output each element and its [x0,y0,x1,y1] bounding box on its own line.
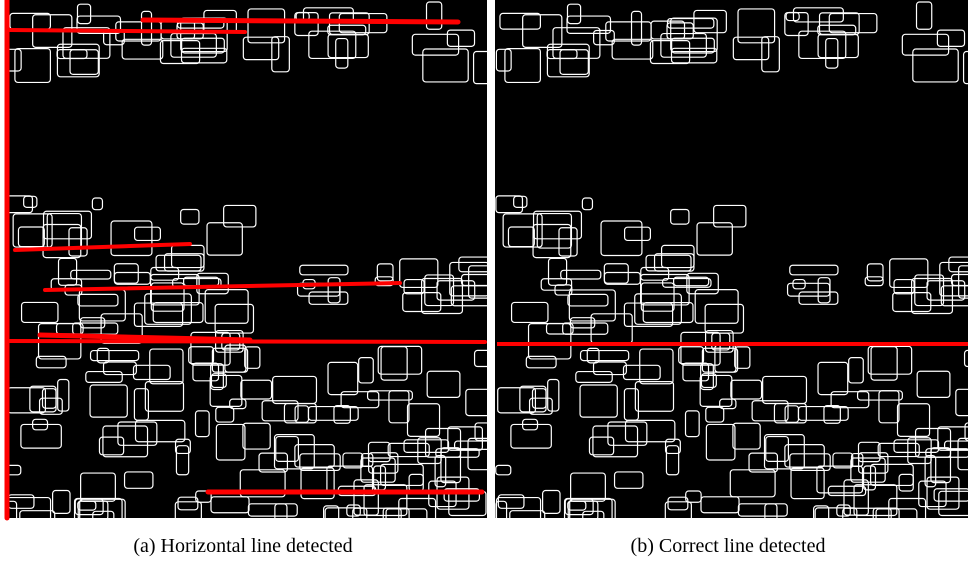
red-line [143,20,458,22]
figure: (a) Horizontal line detected (b) Correct… [0,0,968,567]
caption: (a) Horizontal line detected [133,535,352,557]
red-line [8,341,485,342]
red-line [10,30,245,32]
caption: (b) Correct line detected [631,535,826,557]
